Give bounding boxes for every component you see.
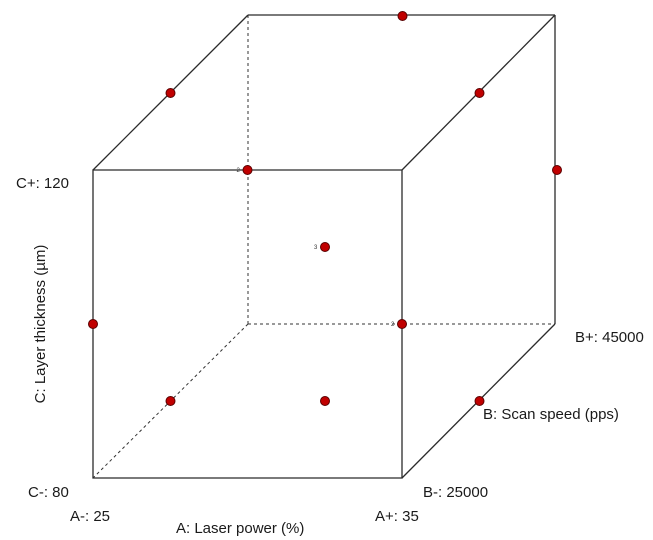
design-point (397, 319, 407, 329)
factor-c-low-label: C-: 80 (28, 484, 69, 501)
design-points: 2 2 3 (88, 11, 562, 406)
design-point (165, 88, 176, 98)
design-point (242, 165, 253, 175)
design-point (320, 396, 330, 406)
factor-c-high-label: C+: 120 (16, 175, 69, 192)
design-point (88, 319, 98, 329)
design-point (165, 396, 176, 406)
design-point (474, 88, 485, 98)
design-point (474, 396, 485, 406)
factor-a-low-label: A-: 25 (70, 508, 110, 525)
design-point (552, 165, 562, 175)
factor-b-high-label: B+: 45000 (575, 329, 644, 346)
design-point (320, 242, 330, 252)
design-point (397, 11, 408, 21)
design-point-count: 3 (314, 245, 318, 251)
factor-a-high-label: A+: 35 (375, 508, 419, 525)
design-point-count: 2 (237, 168, 241, 174)
factor-c-label: C: Layer thickness (µm) (32, 245, 49, 404)
factor-a-label: A: Laser power (%) (176, 520, 304, 537)
design-point-count: 2 (391, 322, 395, 328)
factor-b-low-label: B-: 25000 (423, 484, 488, 501)
factor-b-label: B: Scan speed (pps) (483, 406, 619, 423)
